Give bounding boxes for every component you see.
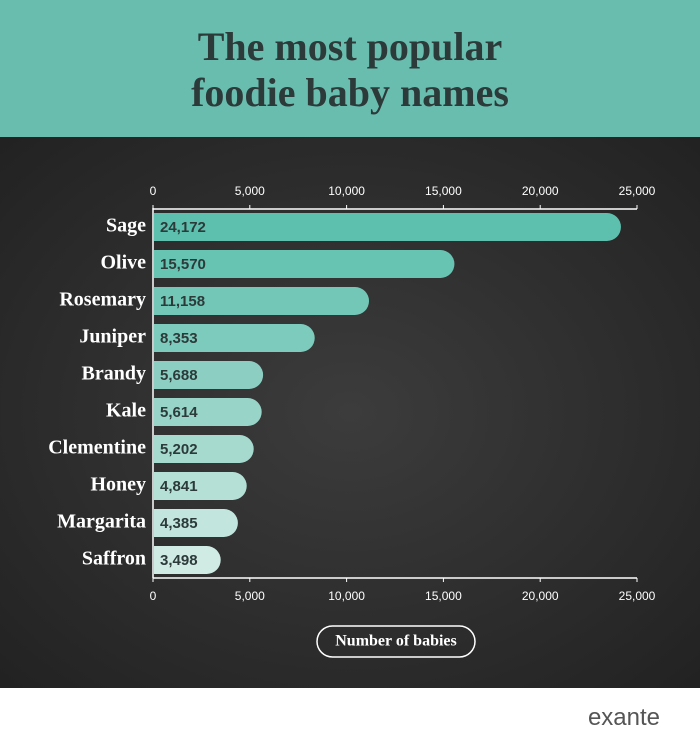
y-tick-label: Rosemary bbox=[59, 289, 146, 311]
y-tick-label: Kale bbox=[106, 400, 146, 422]
y-tick-label: Sage bbox=[106, 215, 146, 237]
header bbox=[0, 0, 700, 137]
y-tick-label: Clementine bbox=[48, 437, 146, 459]
value-label: 3,498 bbox=[160, 552, 198, 569]
x-tick-label: 10,000 bbox=[328, 589, 365, 603]
value-label: 5,688 bbox=[160, 367, 198, 384]
value-label: 4,841 bbox=[160, 478, 198, 495]
chart-title: The most popular foodie baby names bbox=[191, 24, 509, 115]
bar bbox=[154, 398, 262, 426]
bar bbox=[154, 361, 264, 389]
bar bbox=[154, 213, 621, 241]
y-tick-label: Margarita bbox=[57, 511, 146, 533]
x-tick-label: 25,000 bbox=[619, 184, 656, 198]
axis-label-pill bbox=[316, 625, 476, 658]
value-label: 4,385 bbox=[160, 515, 198, 532]
value-label: 15,570 bbox=[160, 256, 206, 273]
x-tick-label: 5,000 bbox=[235, 184, 265, 198]
x-tick-label: 10,000 bbox=[328, 184, 365, 198]
value-label: 8,353 bbox=[160, 330, 198, 347]
y-tick-label: Olive bbox=[100, 252, 146, 274]
value-label: 24,172 bbox=[160, 219, 206, 236]
value-label: 5,614 bbox=[160, 404, 198, 421]
bar bbox=[154, 435, 254, 463]
x-tick-label: 0 bbox=[150, 589, 157, 603]
x-tick-label: 0 bbox=[150, 184, 157, 198]
x-tick-label: 20,000 bbox=[522, 184, 559, 198]
brand: exante bbox=[587, 704, 660, 731]
bar bbox=[154, 324, 315, 352]
y-tick-label: Honey bbox=[90, 474, 146, 496]
x-tick-label: 15,000 bbox=[425, 589, 462, 603]
y-tick-label: Saffron bbox=[82, 548, 146, 570]
bar bbox=[154, 287, 370, 315]
y-tick-label: Juniper bbox=[79, 326, 146, 348]
x-tick-label: 15,000 bbox=[425, 184, 462, 198]
y-tick-label: Brandy bbox=[82, 363, 146, 385]
bar bbox=[154, 546, 221, 574]
x-tick-label: 20,000 bbox=[522, 589, 559, 603]
x-axis-label: Number of babies bbox=[335, 633, 457, 650]
bar bbox=[154, 250, 455, 278]
value-label: 11,158 bbox=[160, 293, 205, 310]
x-tick-label: 5,000 bbox=[235, 589, 265, 603]
value-label: 5,202 bbox=[160, 441, 198, 458]
bar bbox=[154, 509, 238, 537]
bar bbox=[154, 472, 247, 500]
x-tick-label: 25,000 bbox=[619, 589, 656, 603]
